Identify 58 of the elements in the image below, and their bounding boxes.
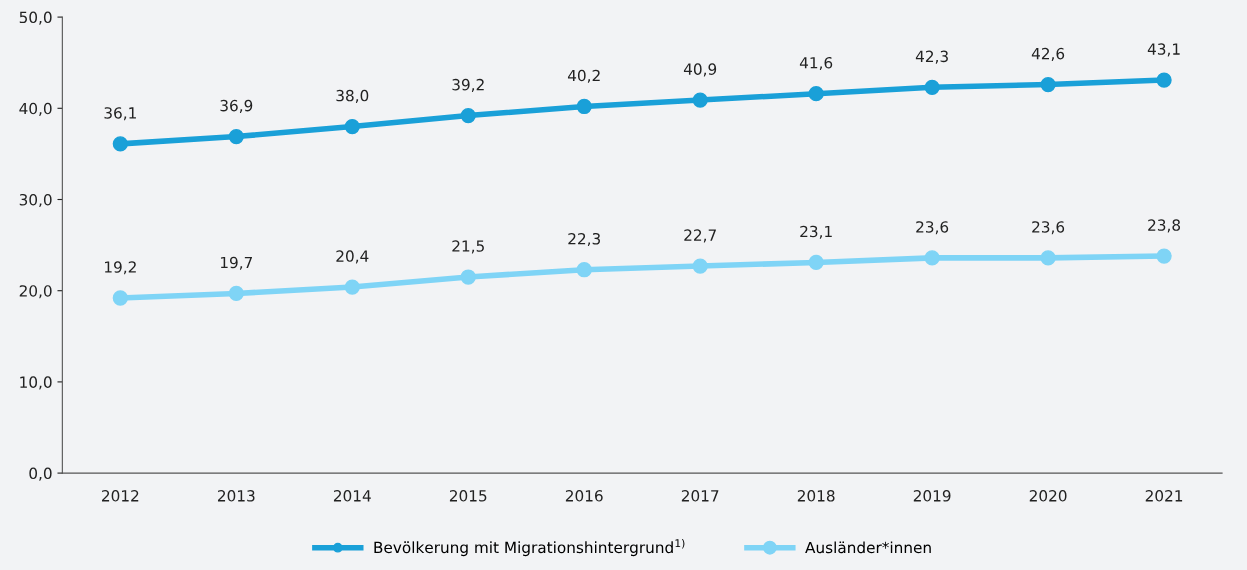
y-tick-label: 10,0 (20, 376, 52, 390)
data-label: 20,4 (336, 250, 369, 264)
data-label: 23,8 (1148, 219, 1181, 233)
data-label: 40,9 (683, 63, 717, 77)
data-label: 19,7 (220, 256, 253, 270)
y-tick-label: 30,0 (19, 193, 52, 208)
data-label: 42,6 (1031, 47, 1065, 61)
data-label: 36,1 (104, 107, 136, 121)
data-label: 40,2 (567, 69, 600, 83)
x-tick-label: 2012 (102, 490, 139, 502)
point (692, 92, 708, 108)
point (1040, 250, 1056, 266)
point (808, 86, 824, 102)
point (344, 279, 360, 295)
point (576, 262, 592, 278)
data-label: 19,2 (105, 261, 136, 275)
legend-label: Bevölkerung mit Migrationshintergrund$^{1)}$ (374, 538, 685, 557)
point (576, 98, 592, 115)
point (228, 285, 244, 302)
data-label: 22,3 (568, 232, 600, 247)
point (460, 107, 476, 124)
x-tick-label: 2017 (681, 490, 719, 502)
data-label: 39,2 (452, 78, 484, 92)
x-tick-label: 2018 (797, 490, 835, 502)
data-label: 21,5 (452, 240, 484, 254)
data-label: 41,6 (799, 56, 833, 71)
point (924, 79, 940, 95)
point (692, 258, 708, 274)
y-tick-label: 20,0 (19, 285, 52, 299)
point (344, 118, 360, 135)
point (1156, 72, 1172, 88)
y-tick-label: 0,0 (29, 467, 52, 481)
data-label: 23,1 (800, 225, 832, 239)
data-label: 36,9 (220, 99, 253, 113)
y-tick-label: 50,0 (19, 11, 52, 25)
point (808, 254, 824, 271)
x-tick-label: 2021 (1145, 490, 1183, 502)
x-tick-label: 2019 (913, 490, 951, 502)
data-label: 43,1 (1147, 43, 1180, 57)
y-tick-label: 40,0 (19, 102, 52, 116)
x-tick-label: 2014 (333, 490, 371, 502)
data-label: 23,6 (916, 221, 949, 235)
data-label: 22,7 (684, 229, 716, 243)
legend-label: Ausländer*innen (805, 541, 931, 554)
point (1040, 76, 1056, 93)
point (112, 136, 128, 152)
point (924, 250, 940, 266)
data-label: 42,3 (915, 50, 948, 64)
point (112, 290, 128, 306)
x-tick-label: 2013 (217, 490, 255, 502)
x-tick-label: 2020 (1029, 490, 1067, 502)
x-tick-label: 2016 (565, 490, 603, 502)
point (1156, 248, 1172, 264)
point (228, 128, 244, 145)
data-label: 38,0 (336, 89, 369, 103)
point (460, 269, 476, 285)
x-tick-label: 2015 (449, 490, 487, 502)
data-label: 23,6 (1032, 221, 1065, 235)
